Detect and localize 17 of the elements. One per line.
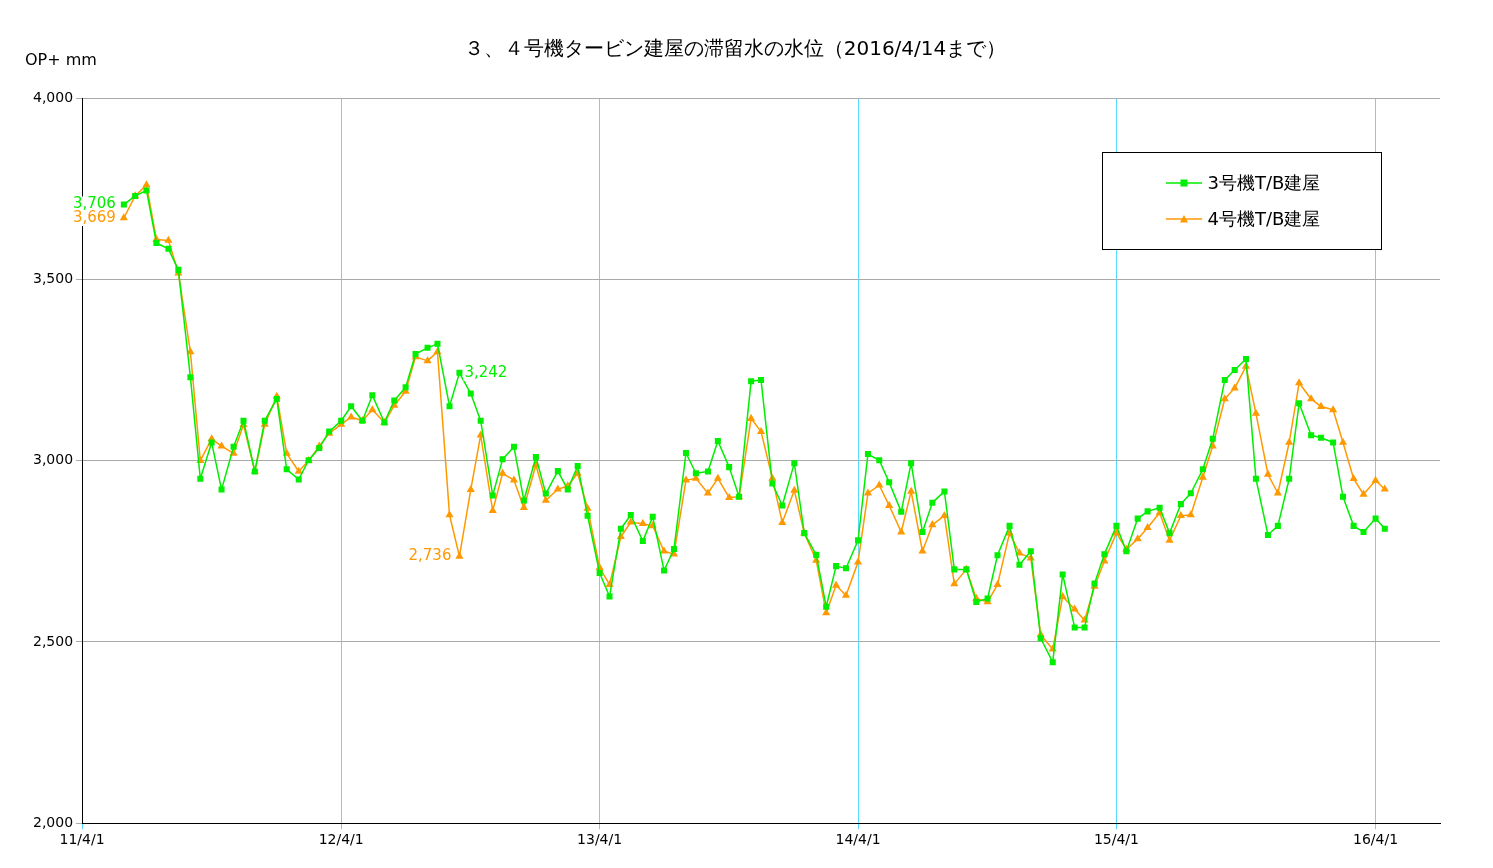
x-tick-label: 11/4/1	[59, 831, 105, 848]
y-tick-label: 3,000	[32, 451, 74, 468]
x-tick-label: 15/4/1	[1093, 831, 1139, 848]
y-tick-label: 3,500	[32, 269, 74, 286]
x-tick-label: 16/4/1	[1353, 831, 1399, 848]
x-tick-label: 13/4/1	[577, 831, 623, 848]
y-tick-label: 4,000	[32, 88, 74, 105]
legend-label: 4号機T/B建屋	[1207, 207, 1321, 231]
chart-title: ３、４号機タービン建屋の滞留水の水位（2016/4/14まで）	[463, 36, 1007, 61]
x-tick-label: 14/4/1	[835, 831, 881, 848]
annotation: 2,736	[408, 546, 452, 565]
annotation: 3,242	[464, 362, 508, 381]
legend-label: 3号機T/B建屋	[1207, 171, 1321, 195]
y-tick-label: 2,500	[32, 632, 74, 649]
y-axis-title: OP+ mm	[25, 50, 97, 70]
y-tick-label: 2,000	[32, 813, 74, 830]
x-tick-label: 12/4/1	[318, 831, 364, 848]
